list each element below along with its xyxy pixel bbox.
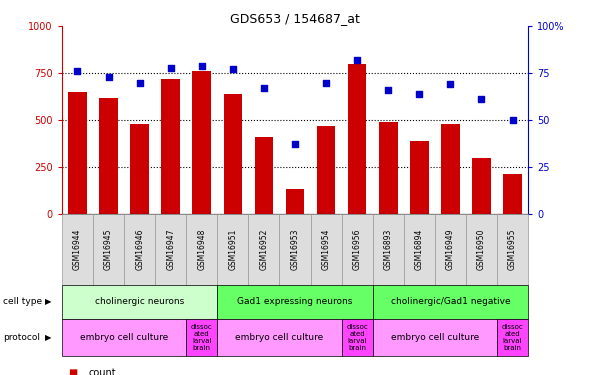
- Bar: [186, 319, 217, 356]
- Text: GSM16893: GSM16893: [384, 229, 393, 270]
- Bar: [62, 319, 186, 356]
- Text: GSM16949: GSM16949: [446, 229, 455, 270]
- Bar: [342, 214, 373, 285]
- Text: cell type: cell type: [3, 297, 42, 306]
- Text: dissoc
ated
larval
brain: dissoc ated larval brain: [191, 324, 212, 351]
- Bar: [348, 64, 366, 214]
- Point: [290, 141, 300, 147]
- Point: [445, 81, 455, 87]
- Bar: [379, 122, 398, 214]
- Bar: [280, 214, 310, 285]
- Bar: [497, 319, 528, 356]
- Bar: [124, 214, 155, 285]
- Bar: [217, 214, 248, 285]
- Point: [415, 91, 424, 97]
- Text: GSM16954: GSM16954: [322, 229, 330, 270]
- Text: ▶: ▶: [45, 297, 52, 306]
- Bar: [217, 319, 342, 356]
- Text: GSM16946: GSM16946: [135, 229, 144, 270]
- Bar: [162, 79, 180, 214]
- Bar: [317, 126, 335, 214]
- Bar: [441, 124, 460, 214]
- Bar: [130, 124, 149, 214]
- Bar: [217, 285, 373, 319]
- Text: ■: ■: [68, 368, 77, 375]
- Bar: [472, 158, 491, 214]
- Bar: [410, 141, 428, 214]
- Bar: [373, 285, 528, 319]
- Text: cholinergic neurons: cholinergic neurons: [95, 297, 184, 306]
- Text: GSM16955: GSM16955: [508, 229, 517, 270]
- Point: [477, 96, 486, 102]
- Point: [259, 85, 268, 91]
- Text: dissoc
ated
larval
brain: dissoc ated larval brain: [502, 324, 523, 351]
- Bar: [255, 137, 273, 214]
- Bar: [186, 214, 217, 285]
- Text: dissoc
ated
larval
brain: dissoc ated larval brain: [346, 324, 368, 351]
- Bar: [466, 214, 497, 285]
- Text: GSM16944: GSM16944: [73, 229, 82, 270]
- Text: embryo cell culture: embryo cell culture: [80, 333, 168, 342]
- Bar: [373, 214, 404, 285]
- Title: GDS653 / 154687_at: GDS653 / 154687_at: [230, 12, 360, 25]
- Text: GSM16956: GSM16956: [353, 229, 362, 270]
- Text: GSM16950: GSM16950: [477, 229, 486, 270]
- Point: [166, 64, 175, 70]
- Text: protocol: protocol: [3, 333, 40, 342]
- Bar: [248, 214, 280, 285]
- Bar: [373, 319, 497, 356]
- Point: [135, 80, 145, 86]
- Bar: [68, 92, 87, 214]
- Bar: [503, 174, 522, 214]
- Point: [104, 74, 113, 80]
- Text: GSM16945: GSM16945: [104, 229, 113, 270]
- Text: embryo cell culture: embryo cell culture: [235, 333, 323, 342]
- Text: embryo cell culture: embryo cell culture: [391, 333, 479, 342]
- Bar: [224, 94, 242, 214]
- Point: [508, 117, 517, 123]
- Bar: [192, 71, 211, 214]
- Point: [322, 80, 331, 86]
- Bar: [99, 98, 118, 214]
- Bar: [93, 214, 124, 285]
- Text: ▶: ▶: [45, 333, 52, 342]
- Text: GSM16947: GSM16947: [166, 229, 175, 270]
- Bar: [404, 214, 435, 285]
- Text: GSM16894: GSM16894: [415, 229, 424, 270]
- Bar: [435, 214, 466, 285]
- Text: Gad1 expressing neurons: Gad1 expressing neurons: [237, 297, 353, 306]
- Text: GSM16952: GSM16952: [260, 229, 268, 270]
- Point: [228, 66, 238, 72]
- Text: GSM16953: GSM16953: [290, 229, 300, 270]
- Bar: [310, 214, 342, 285]
- Bar: [62, 214, 93, 285]
- Text: cholinergic/Gad1 negative: cholinergic/Gad1 negative: [391, 297, 510, 306]
- Point: [197, 63, 206, 69]
- Bar: [342, 319, 373, 356]
- Bar: [286, 189, 304, 214]
- Point: [73, 68, 82, 74]
- Point: [384, 87, 393, 93]
- Bar: [497, 214, 528, 285]
- Point: [352, 57, 362, 63]
- Text: GSM16948: GSM16948: [197, 229, 206, 270]
- Bar: [62, 285, 217, 319]
- Text: count: count: [88, 368, 116, 375]
- Text: GSM16951: GSM16951: [228, 229, 237, 270]
- Bar: [155, 214, 186, 285]
